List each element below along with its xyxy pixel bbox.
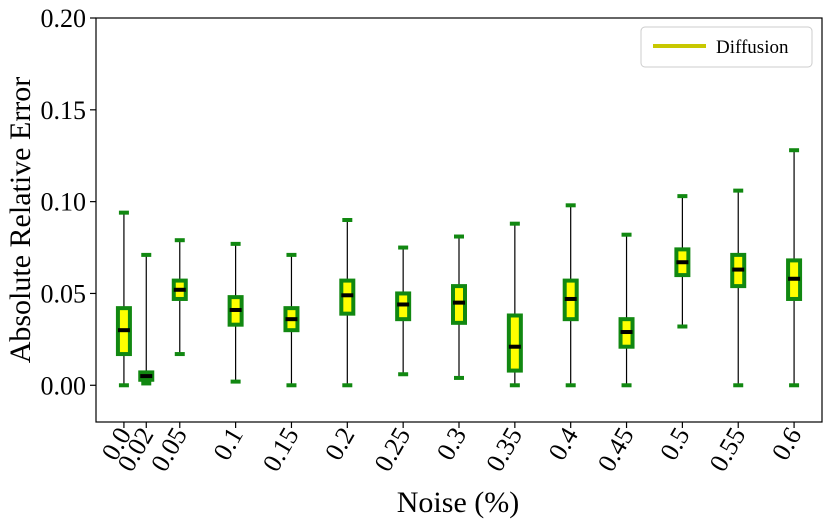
x-tick-label: 0.15	[257, 423, 305, 477]
y-axis-label: Absolute Relative Error	[4, 77, 37, 364]
box-0.25	[395, 245, 412, 377]
y-tick-label: 0.10	[41, 188, 87, 217]
x-axis-label: Noise (%)	[397, 486, 519, 519]
box-0.45	[618, 232, 635, 388]
box-0.4	[562, 203, 579, 388]
box-0.15	[283, 252, 300, 388]
x-tick-label: 0.1	[207, 423, 248, 466]
y-tick-label: 0.05	[41, 279, 87, 308]
legend-label-diffusion: Diffusion	[716, 37, 789, 58]
box-0.05	[171, 238, 188, 357]
legend: Diffusion	[640, 26, 813, 68]
box-0.6	[786, 148, 803, 388]
x-tick-label: 0.35	[480, 423, 528, 477]
x-tick-label: 0.3	[431, 423, 472, 466]
x-tick-label: 0.25	[368, 423, 416, 477]
y-axis: 0.00 0.05 0.10 0.15 0.20	[41, 4, 96, 400]
x-tick-label: 0.45	[592, 423, 640, 477]
y-tick-label: 0.00	[41, 371, 87, 400]
box-0.55	[730, 188, 747, 388]
x-tick-label: 0.05	[145, 423, 193, 477]
x-tick-label: 0.4	[543, 423, 584, 466]
box-0.3	[451, 234, 467, 380]
x-tick-label: 0.6	[766, 423, 807, 466]
legend-frame	[640, 26, 813, 68]
box-0.35	[506, 221, 523, 388]
box-0.5	[674, 194, 691, 329]
plot-frame	[95, 17, 823, 423]
plot-area	[115, 148, 803, 388]
iqr-box	[506, 313, 523, 373]
y-tick-label: 0.20	[41, 4, 87, 33]
box-0.1	[227, 241, 244, 384]
y-tick-label: 0.15	[41, 96, 87, 125]
box-0.02	[138, 252, 155, 386]
x-axis: 0.00.020.05 0.1 0.15 0.2 0.25 0.3 0.35 0.4 0.45 0…	[96, 422, 807, 477]
box-0.0	[115, 210, 132, 388]
x-tick-label: 0.2	[319, 423, 360, 466]
x-tick-label: 0.55	[704, 423, 752, 477]
x-tick-label: 0.5	[654, 423, 695, 466]
box-0.2	[339, 218, 356, 388]
